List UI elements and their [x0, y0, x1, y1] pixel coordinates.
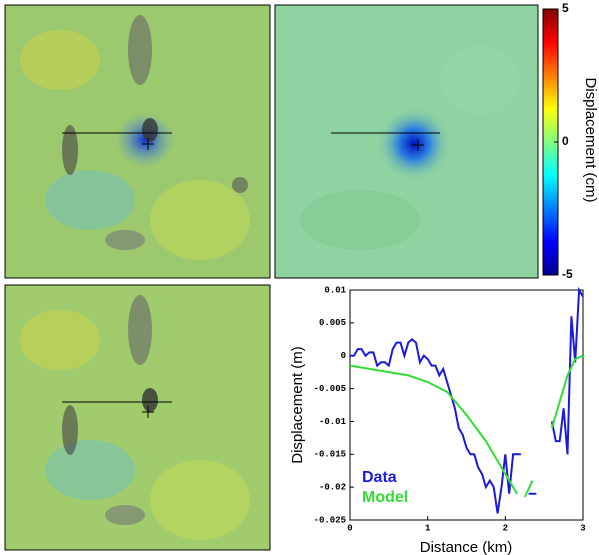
- x-tick-label: 2: [503, 523, 508, 533]
- y-tick-label: -0.015: [314, 450, 346, 460]
- x-tick-label: 3: [580, 523, 585, 533]
- colorbar-label: Displacement (cm): [582, 77, 599, 202]
- x-tick-label: 1: [425, 523, 431, 533]
- x-axis-label: Distance (km): [420, 539, 513, 555]
- y-tick-label: -0.02: [319, 483, 346, 493]
- y-tick-label: -0.005: [314, 384, 346, 394]
- colorbar-tick-label: 0: [562, 134, 569, 148]
- legend-label: Model: [362, 489, 408, 506]
- y-tick-label: 0.005: [319, 318, 346, 328]
- y-tick-label: 0.01: [324, 285, 346, 295]
- x-tick-label: 0: [347, 523, 352, 533]
- model-map: [274, 4, 539, 279]
- data-map: [4, 4, 271, 279]
- residual-map: [4, 284, 271, 551]
- colorbar-tick-label: 5: [562, 1, 569, 15]
- series-line: [349, 354, 584, 498]
- legend-label: Data: [362, 469, 397, 486]
- y-tick-label: -0.025: [314, 515, 346, 525]
- y-axis-label: Displacement (m): [289, 346, 306, 464]
- colorbar-tick-label: -5: [562, 267, 573, 281]
- y-tick-label: 0: [341, 351, 346, 361]
- series-line: [350, 286, 584, 514]
- y-tick-label: -0.01: [319, 417, 347, 427]
- plot-frame: [349, 289, 584, 521]
